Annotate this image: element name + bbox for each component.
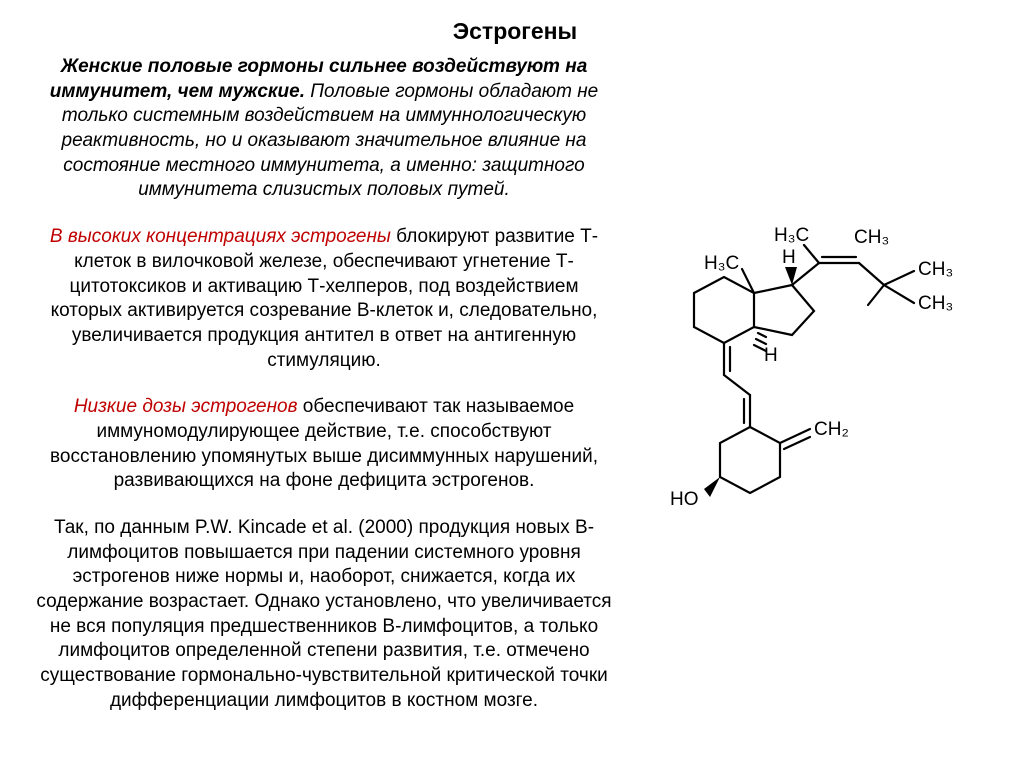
diagram-column: H₃C CH₃ H₃C H CH₃ CH₃ H CH₂ HO	[614, 55, 996, 714]
paragraph-2: В высоких концентрациях эстрогены блокир…	[34, 225, 614, 373]
label-h-down: H	[764, 345, 778, 367]
para4-rest: Так, по данным P.W. Kincade et al. (2000…	[36, 517, 611, 711]
label-h3c-mid: H₃C	[704, 253, 739, 275]
paragraph-1: Женские половые гормоны сильнее воздейст…	[34, 55, 614, 203]
label-ch3-r2: CH₃	[918, 293, 953, 315]
para2-red: В высоких концентрациях эстрогены	[50, 226, 391, 247]
paragraph-4: Так, по данным P.W. Kincade et al. (2000…	[34, 516, 614, 714]
label-h-up: H	[782, 247, 796, 269]
chemical-structure: H₃C CH₃ H₃C H CH₃ CH₃ H CH₂ HO	[654, 205, 994, 525]
label-ch3-top: CH₃	[854, 227, 889, 249]
label-h3c-top: H₃C	[774, 225, 809, 247]
content-row: Женские половые гормоны сильнее воздейст…	[34, 55, 996, 714]
text-column: Женские половые гормоны сильнее воздейст…	[34, 55, 614, 714]
paragraph-3: Низкие дозы эстрогенов обеспечивают так …	[34, 395, 614, 494]
label-ch2: CH₂	[814, 419, 849, 441]
label-ho: HO	[670, 489, 699, 511]
para3-red: Низкие дозы эстрогенов	[74, 396, 298, 417]
para2-rest: блокируют развитие Т-клеток в вилочковой…	[51, 226, 599, 370]
label-ch3-r1: CH₃	[918, 259, 953, 281]
page-title: Эстрогены	[34, 18, 996, 45]
